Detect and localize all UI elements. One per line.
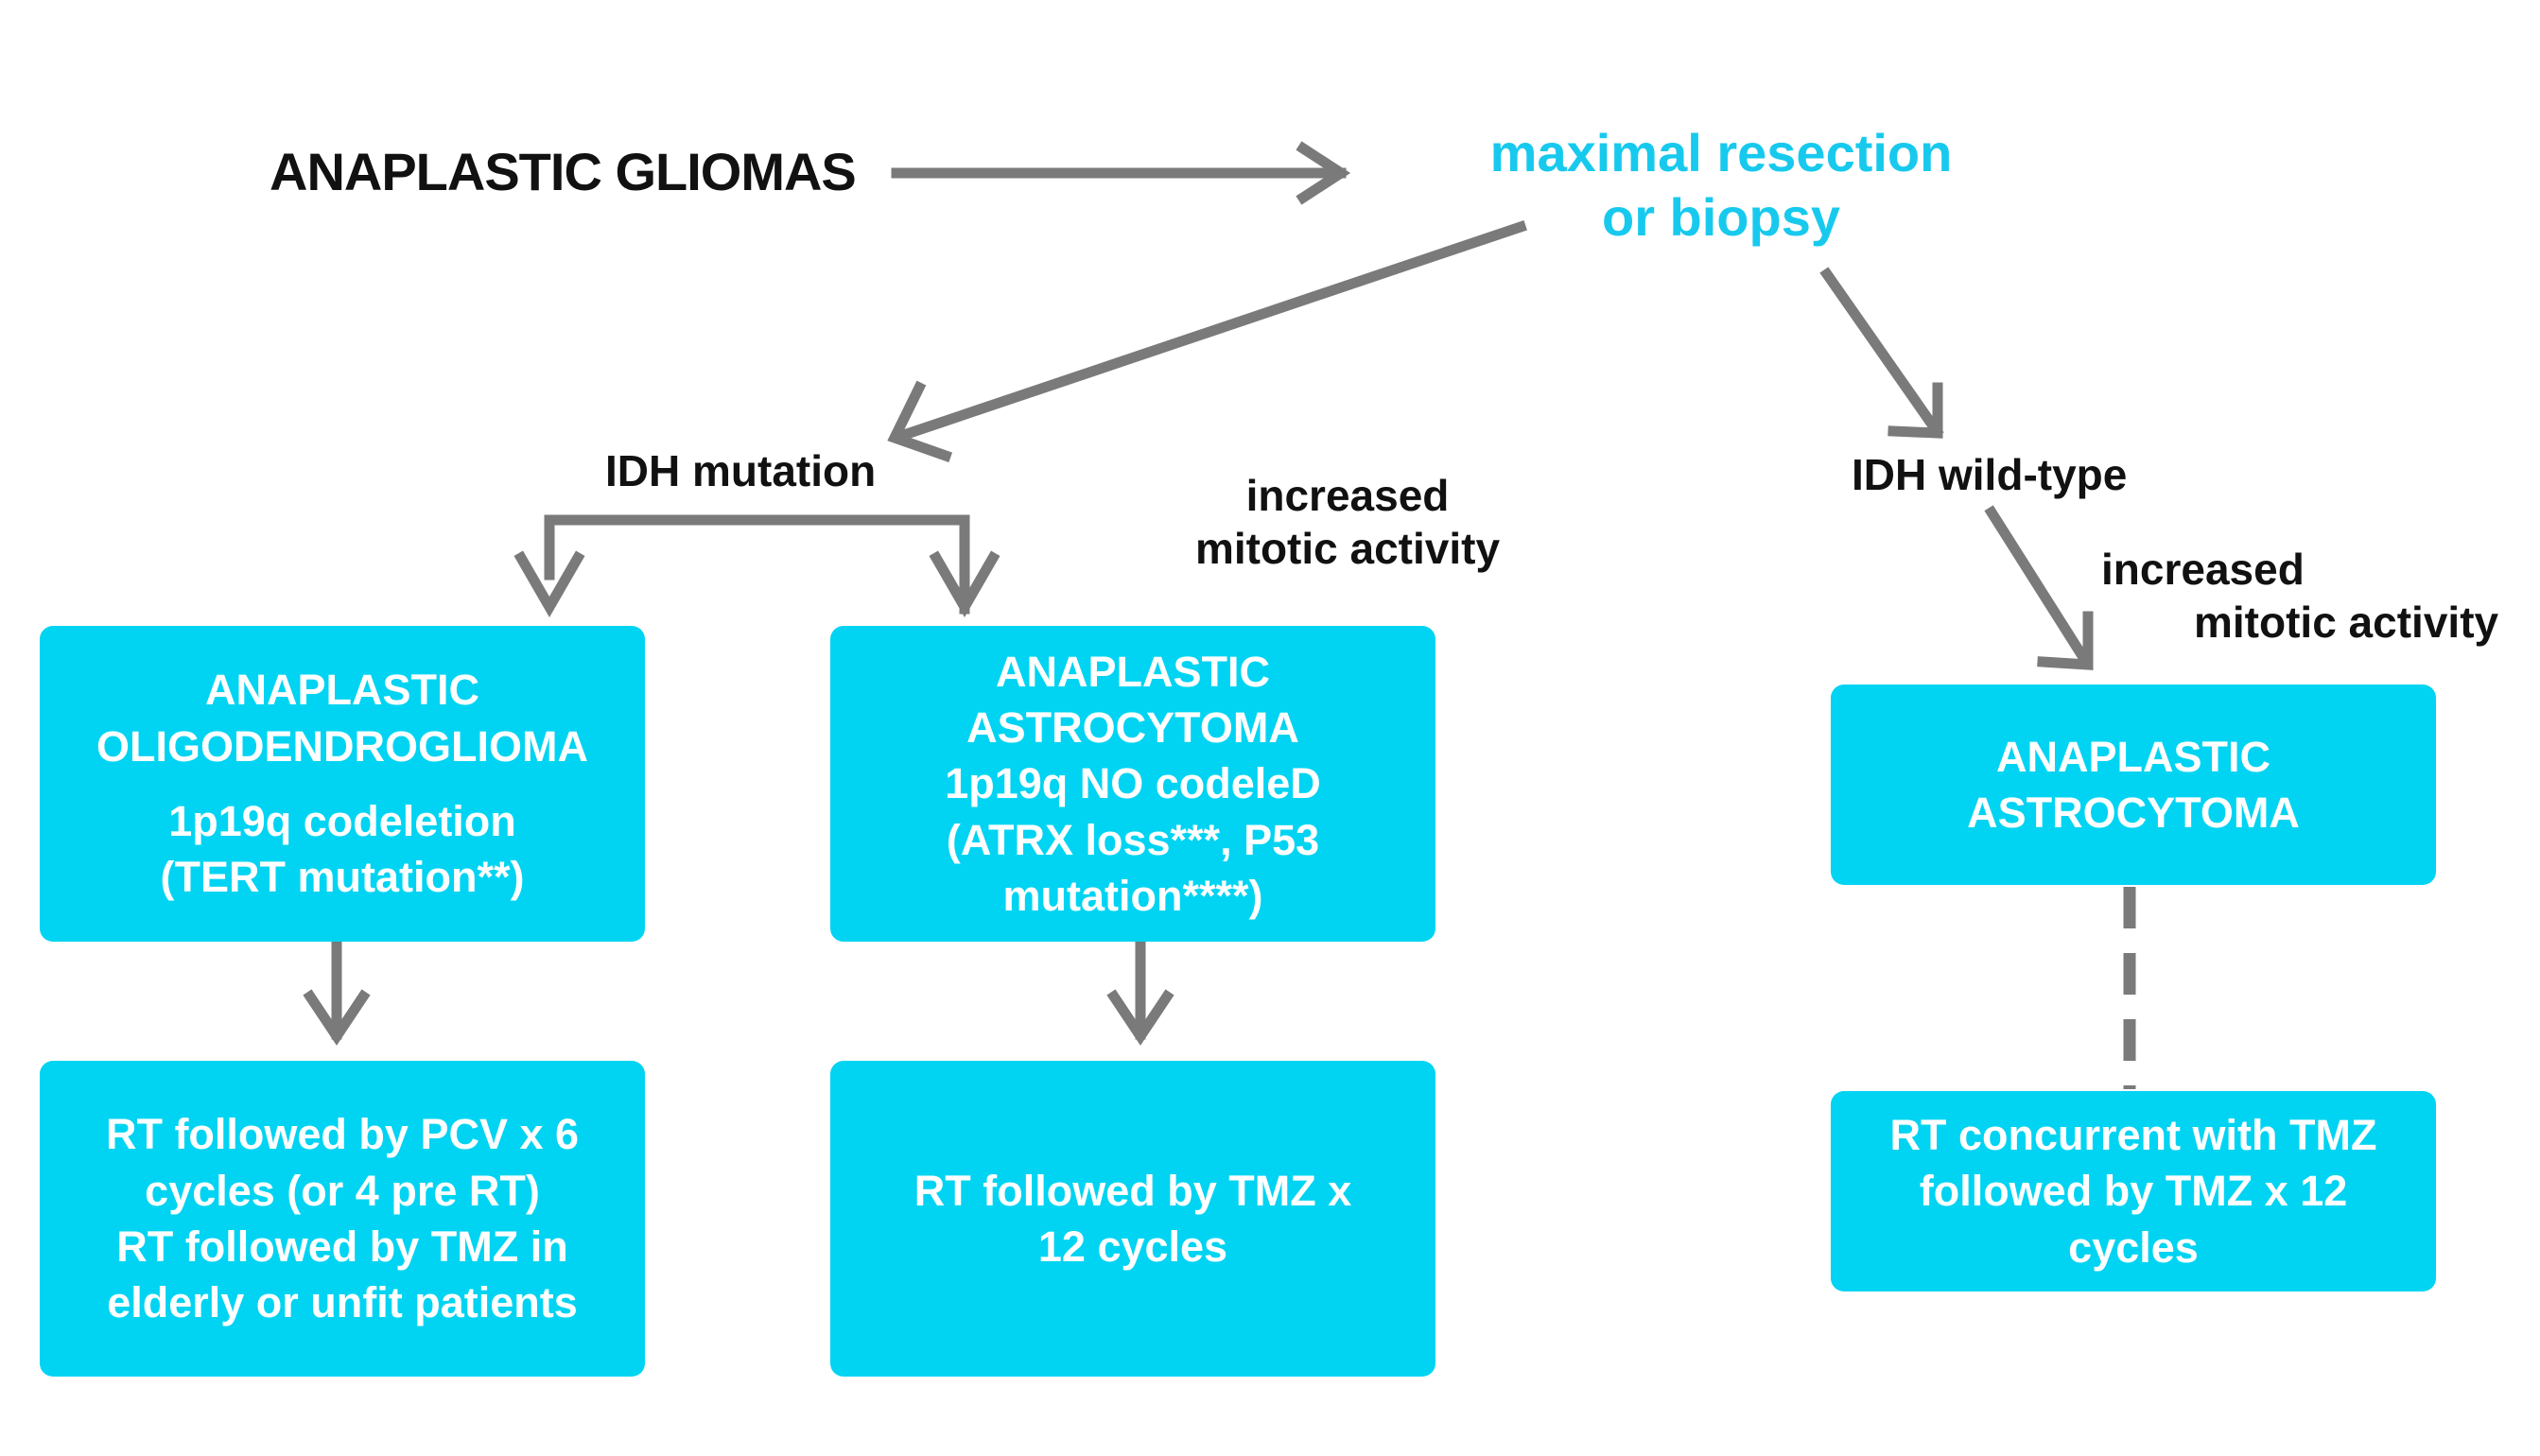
- box-treat-oligo-line-2: cycles (or 4 pre RT): [145, 1166, 540, 1215]
- box-astro-mutant-line-5: mutation****): [1002, 872, 1263, 921]
- arrow-oligo-to-treatment: [303, 940, 371, 1046]
- mitotic-note-middle-line-1: increased: [1245, 471, 1450, 520]
- box-treatment-oligodendroglioma: RT followed by PCV x 6 cycles (or 4 pre …: [40, 1061, 645, 1377]
- arrow-title-to-resection: [891, 141, 1351, 205]
- box-treat-astro-mutant-line-1: RT followed by TMZ x: [913, 1166, 1352, 1215]
- resection-step-line-1: maximal resection: [1489, 123, 1953, 182]
- box-anaplastic-oligodendroglioma: ANAPLASTIC OLIGODENDROGLIOMA 1p19q codel…: [40, 626, 645, 942]
- mitotic-note-middle-line-2: mitotic activity: [1194, 524, 1501, 574]
- mitotic-note-right-line-2: mitotic activity: [2194, 598, 2499, 648]
- diagram-title: ANAPLASTIC GLIOMAS: [270, 142, 857, 201]
- box-oligo-line-4: (TERT mutation**): [160, 853, 525, 902]
- mitotic-note-right-line-1: increased: [2101, 545, 2305, 594]
- idh-wildtype-label: IDH wild-type: [1852, 450, 2128, 499]
- resection-step-label: maximal resection or biopsy: [1447, 121, 1995, 251]
- box-treat-astro-wildtype-line-3: cycles: [2068, 1222, 2199, 1272]
- mitotic-activity-note-right: increased mitotic activity: [2099, 543, 2515, 649]
- box-treat-oligo-line-4: elderly or unfit patients: [107, 1278, 578, 1327]
- idh-mutation-label: IDH mutation: [605, 446, 877, 495]
- resection-step-line-2: or biopsy: [1601, 187, 1841, 248]
- box-astro-wildtype-line-1: ANAPLASTIC: [1996, 732, 2270, 781]
- arrow-resection-to-idh-mutation: [887, 220, 1527, 463]
- box-treatment-astrocytoma-idh-wildtype: RT concurrent with TMZ followed by TMZ x…: [1831, 1091, 2436, 1291]
- box-anaplastic-astrocytoma-idh-mutant: ANAPLASTIC ASTROCYTOMA 1p19q NO codeleD …: [830, 626, 1435, 942]
- arrow-resection-to-idh-wildtype: [1819, 267, 1944, 439]
- box-treat-oligo-line-3: RT followed by TMZ in: [116, 1222, 568, 1271]
- arrow-idh-wildtype-to-astrocytoma: [1984, 505, 2094, 670]
- arrow-astro-mutant-to-treatment: [1106, 940, 1174, 1046]
- mitotic-activity-note-middle: increased mitotic activity: [1187, 469, 1508, 575]
- box-oligo-line-2: OLIGODENDROGLIOMA: [96, 721, 588, 771]
- box-oligo-line-1: ANAPLASTIC: [205, 666, 479, 715]
- box-treat-astro-wildtype-line-1: RT concurrent with TMZ: [1889, 1110, 2377, 1159]
- box-oligo-line-3: 1p19q codeletion: [168, 797, 516, 845]
- box-treat-oligo-line-1: RT followed by PCV x 6: [105, 1110, 580, 1159]
- box-astro-mutant-line-4: (ATRX loss***, P53: [946, 815, 1320, 864]
- arrow-idh-mutation-split: [513, 514, 1000, 618]
- box-treat-astro-mutant-line-2: 12 cycles: [1037, 1222, 1228, 1271]
- box-astro-mutant-line-1: ANAPLASTIC: [996, 647, 1270, 696]
- box-anaplastic-astrocytoma-idh-wildtype: ANAPLASTIC ASTROCYTOMA: [1831, 685, 2436, 885]
- box-astro-wildtype-line-2: ASTROCYTOMA: [1967, 789, 2300, 837]
- box-treatment-astrocytoma-idh-mutant: RT followed by TMZ x 12 cycles: [830, 1061, 1435, 1377]
- box-astro-mutant-line-3: 1p19q NO codeleD: [945, 759, 1321, 808]
- box-astro-mutant-line-2: ASTROCYTOMA: [966, 702, 1299, 752]
- box-treat-astro-wildtype-line-2: followed by TMZ x 12: [1919, 1167, 2348, 1216]
